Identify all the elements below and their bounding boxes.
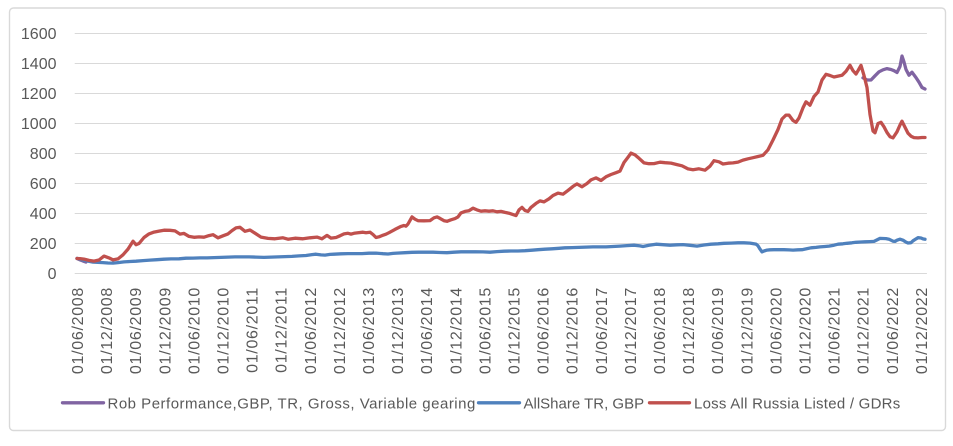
svg-text:01/06/2021: 01/06/2021 (827, 287, 844, 374)
svg-text:01/12/2009: 01/12/2009 (157, 287, 174, 374)
svg-text:1200: 1200 (21, 86, 57, 103)
svg-text:Rob Performance,GBP, TR, Gross: Rob Performance,GBP, TR, Gross, Variable… (108, 396, 476, 413)
svg-text:AllShare TR, GBP: AllShare TR, GBP (524, 396, 645, 413)
svg-text:800: 800 (30, 146, 57, 163)
svg-text:0: 0 (48, 266, 57, 283)
svg-text:01/12/2012: 01/12/2012 (332, 287, 349, 374)
svg-text:01/06/2013: 01/06/2013 (361, 287, 378, 374)
svg-text:01/06/2010: 01/06/2010 (186, 287, 203, 374)
svg-text:200: 200 (30, 236, 57, 253)
svg-text:01/12/2022: 01/12/2022 (914, 287, 931, 374)
svg-text:01/12/2020: 01/12/2020 (798, 287, 815, 374)
svg-text:01/12/2019: 01/12/2019 (739, 287, 756, 374)
svg-text:600: 600 (30, 176, 57, 193)
svg-text:01/12/2016: 01/12/2016 (565, 287, 582, 374)
svg-text:1000: 1000 (21, 116, 57, 133)
svg-text:01/06/2019: 01/06/2019 (710, 287, 727, 374)
svg-text:01/06/2011: 01/06/2011 (245, 287, 262, 373)
svg-text:1400: 1400 (21, 56, 57, 73)
svg-text:01/12/2018: 01/12/2018 (681, 287, 698, 374)
svg-text:01/12/2014: 01/12/2014 (448, 287, 465, 374)
svg-text:1600: 1600 (21, 26, 57, 43)
svg-text:01/06/2015: 01/06/2015 (477, 287, 494, 374)
svg-text:01/06/2020: 01/06/2020 (768, 287, 785, 374)
svg-text:01/12/2015: 01/12/2015 (507, 287, 524, 374)
svg-text:400: 400 (30, 206, 57, 223)
svg-text:01/06/2016: 01/06/2016 (536, 287, 553, 374)
svg-text:01/06/2017: 01/06/2017 (594, 287, 611, 374)
svg-text:01/12/2021: 01/12/2021 (856, 287, 873, 374)
svg-text:01/12/2010: 01/12/2010 (216, 287, 233, 374)
svg-text:01/06/2009: 01/06/2009 (128, 287, 145, 374)
svg-text:01/06/2018: 01/06/2018 (652, 287, 669, 374)
svg-text:01/12/2013: 01/12/2013 (390, 287, 407, 374)
svg-text:Loss All Russia Listed / GDRs: Loss All Russia Listed / GDRs (694, 396, 901, 413)
svg-text:01/12/2008: 01/12/2008 (99, 287, 116, 374)
svg-text:01/06/2012: 01/06/2012 (303, 287, 320, 374)
svg-text:01/06/2022: 01/06/2022 (885, 287, 902, 374)
svg-text:01/06/2008: 01/06/2008 (70, 287, 87, 374)
svg-text:01/06/2014: 01/06/2014 (419, 287, 436, 374)
svg-text:01/12/2011: 01/12/2011 (274, 287, 291, 373)
svg-text:01/12/2017: 01/12/2017 (623, 287, 640, 374)
